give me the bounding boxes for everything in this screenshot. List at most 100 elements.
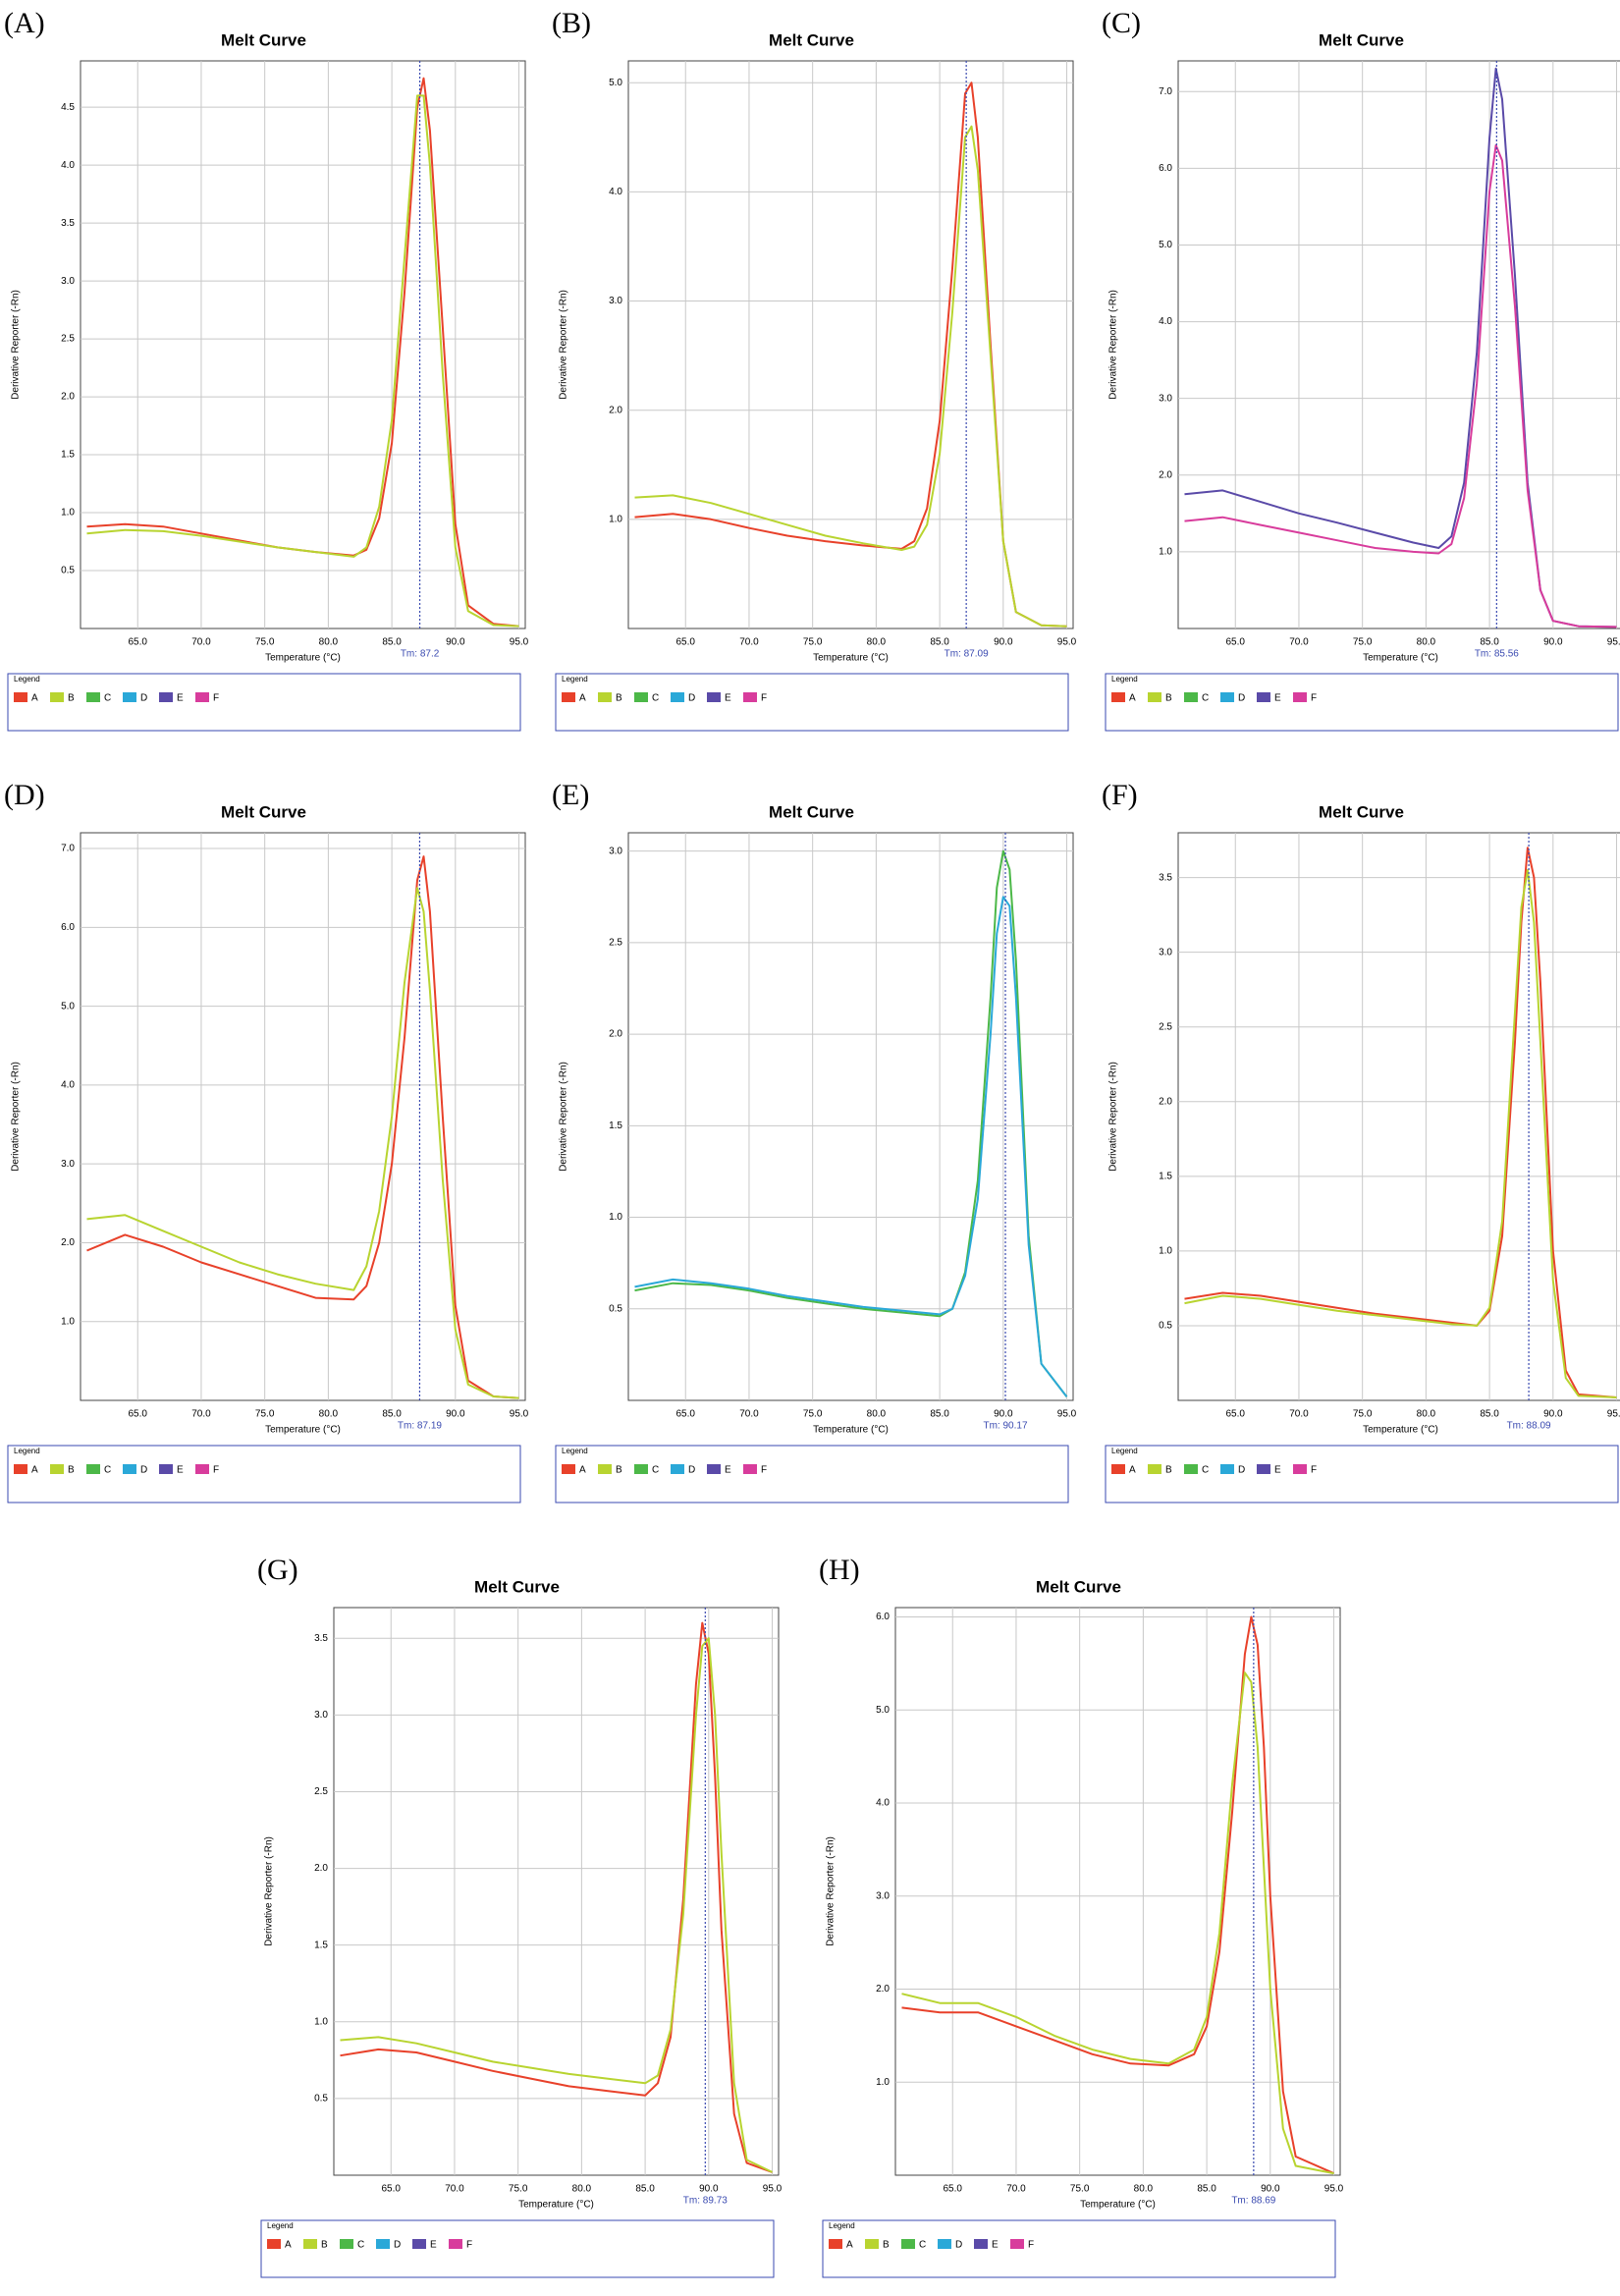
x-tick-label: 80.0 (319, 637, 339, 648)
legend-swatch (1184, 1464, 1198, 1474)
y-axis-label: Derivative Reporter (-Rn) (11, 1062, 22, 1172)
legend-label: B (321, 2240, 328, 2251)
y-tick-label: 7.0 (1159, 86, 1172, 97)
x-tick-label: 75.0 (1070, 2184, 1090, 2195)
tm-label: Tm: 85.56 (1475, 649, 1519, 660)
x-tick-label: 85.0 (930, 637, 949, 648)
legend-swatch (1148, 692, 1161, 702)
legend-swatch (598, 1464, 612, 1474)
tm-label: Tm: 87.09 (945, 649, 989, 660)
tm-label: Tm: 87.2 (401, 649, 440, 660)
melt-curve (1184, 869, 1617, 1398)
y-tick-label: 6.0 (1159, 163, 1172, 174)
y-tick-label: 0.5 (61, 566, 75, 576)
y-tick-label: 5.0 (609, 78, 622, 88)
legend-box (7, 1445, 521, 1503)
x-tick-label: 70.0 (191, 637, 211, 648)
legend-label: C (104, 1465, 111, 1476)
panel-label: (G) (257, 1554, 298, 1586)
legend-title: Legend (14, 1447, 40, 1455)
y-axis-label: Derivative Reporter (-Rn) (826, 1836, 837, 1946)
x-tick-label: 85.0 (930, 1409, 949, 1420)
y-tick-label: 1.0 (1159, 547, 1172, 558)
legend-box (822, 2219, 1336, 2278)
legend-label: C (104, 693, 111, 704)
y-tick-label: 4.0 (1159, 316, 1172, 327)
legend-label: D (140, 693, 147, 704)
y-tick-label: 3.0 (609, 846, 622, 856)
legend-swatch (829, 2239, 842, 2249)
legend-swatch (14, 1464, 27, 1474)
y-tick-label: 1.0 (609, 514, 622, 524)
legend-label: F (1028, 2240, 1034, 2251)
legend-label: A (579, 693, 586, 704)
x-tick-label: 80.0 (1134, 2184, 1154, 2195)
x-tick-label: 95.0 (1057, 1409, 1077, 1420)
plot-area (333, 1607, 780, 2176)
legend-label: E (725, 1465, 731, 1476)
melt-curve (86, 887, 519, 1399)
legend-swatch (195, 1464, 209, 1474)
legend-swatch (901, 2239, 915, 2249)
legend-label: D (1238, 1465, 1245, 1476)
y-tick-label: 5.0 (1159, 240, 1172, 250)
tm-label: Tm: 88.09 (1507, 1421, 1551, 1432)
melt-chart: (D) Melt Curve 65.0 70.0 75.0 80.0 85.0 90.0 95.… (4, 779, 529, 1503)
x-tick-label: 95.0 (763, 2184, 783, 2195)
melt-chart: (B) Melt Curve 65.0 70.0 75.0 80.0 85.0 90.0 95.… (552, 7, 1077, 732)
x-axis-label: Temperature (°C) (265, 653, 341, 664)
legend-label: E (1274, 693, 1281, 704)
legend-label: B (68, 693, 75, 704)
legend-swatch (598, 692, 612, 702)
melt-curve (901, 1615, 1334, 2175)
legend-label: F (761, 1465, 767, 1476)
x-tick-label: 70.0 (739, 1409, 759, 1420)
legend-swatch (634, 1464, 648, 1474)
legend-title: Legend (829, 2221, 855, 2230)
y-tick-label: 3.0 (876, 1890, 890, 1901)
y-tick-label: 4.5 (61, 102, 75, 113)
plot-area (1177, 832, 1620, 1401)
y-tick-label: 1.0 (61, 1316, 75, 1327)
melt-chart: (C) Melt Curve 65.0 70.0 75.0 80.0 85.0 90.0 95.… (1102, 7, 1620, 732)
melt-curve (340, 1621, 773, 2173)
legend-swatch (562, 692, 575, 702)
plot-area (1177, 60, 1620, 629)
x-tick-label: 70.0 (1289, 637, 1309, 648)
legend-swatch (412, 2239, 426, 2249)
x-tick-label: 75.0 (1353, 1409, 1373, 1420)
legend-swatch (86, 1464, 100, 1474)
x-tick-label: 75.0 (1353, 637, 1373, 648)
legend-swatch (159, 1464, 173, 1474)
legend-label: B (616, 1465, 622, 1476)
x-axis-label: Temperature (°C) (518, 2200, 594, 2211)
legend-swatch (1148, 1464, 1161, 1474)
x-axis-label: Temperature (°C) (1363, 1425, 1438, 1436)
y-tick-label: 1.0 (1159, 1246, 1172, 1257)
chart-title: Melt Curve (1319, 802, 1404, 821)
legend-swatch (1293, 692, 1307, 702)
legend-swatch (1220, 692, 1234, 702)
y-tick-label: 4.0 (61, 1080, 75, 1091)
legend-box (1105, 1445, 1619, 1503)
melt-curve (86, 855, 519, 1399)
panel-label: (B) (552, 7, 591, 39)
melt-chart: (H) Melt Curve 65.0 70.0 75.0 80.0 85.0 90.0 95.… (819, 1554, 1344, 2278)
legend-box (555, 673, 1069, 732)
y-tick-label: 3.0 (1159, 947, 1172, 957)
y-tick-label: 3.0 (1159, 393, 1172, 404)
x-axis-label: Temperature (°C) (813, 1425, 889, 1436)
tm-label: Tm: 90.17 (983, 1421, 1027, 1432)
legend-swatch (634, 692, 648, 702)
melt-curve (634, 125, 1067, 628)
panel-label: (F) (1102, 779, 1138, 811)
legend-swatch (195, 692, 209, 702)
x-tick-label: 65.0 (676, 637, 696, 648)
y-tick-label: 0.5 (314, 2094, 328, 2105)
legend-title: Legend (562, 675, 588, 683)
x-tick-label: 70.0 (1006, 2184, 1026, 2195)
plot-area (80, 60, 526, 629)
legend-swatch (1257, 692, 1270, 702)
legend-swatch (1111, 692, 1125, 702)
melt-curve (86, 77, 519, 628)
